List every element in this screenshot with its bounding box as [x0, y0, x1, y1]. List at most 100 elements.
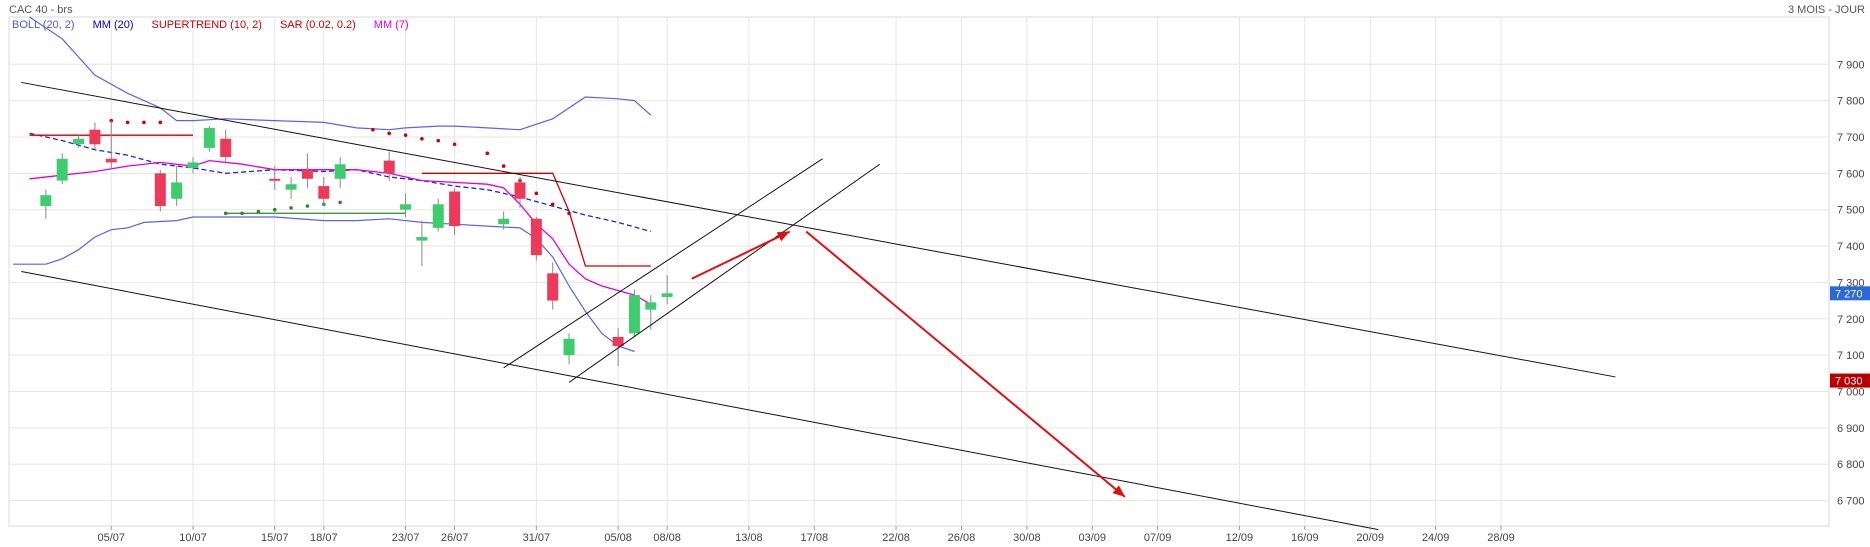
candles: [40, 120, 673, 367]
sar-dot: [256, 209, 261, 214]
x-tick-label: 26/08: [948, 532, 976, 544]
annotation-arrows: [691, 230, 1126, 498]
sar-dot: [550, 202, 555, 207]
x-tick-label: 12/09: [1226, 532, 1254, 544]
x-tick-label: 24/09: [1422, 532, 1450, 544]
trendline: [568, 163, 880, 383]
y-tick-label: 6 900: [1837, 423, 1865, 435]
period-label[interactable]: 3 MOIS - JOUR: [1788, 4, 1865, 16]
y-tick-label: 6 700: [1837, 496, 1865, 508]
x-tick-label: 28/09: [1487, 532, 1515, 544]
chart-title: CAC 40 - brs: [9, 4, 73, 16]
legend-entry: SAR (0.02, 0.2): [280, 19, 356, 31]
x-tick-label: 16/09: [1291, 532, 1319, 544]
legend-entry: MM (20): [93, 19, 134, 31]
candle-body: [432, 204, 444, 228]
sar-dot: [223, 211, 228, 216]
x-tick-label: 30/08: [1013, 532, 1041, 544]
candle-body: [514, 182, 526, 199]
x-tick-label: 07/09: [1144, 532, 1172, 544]
x-tick-label: 20/09: [1356, 532, 1384, 544]
sar-dot: [403, 133, 408, 137]
x-tick-label: 31/07: [523, 532, 551, 544]
x-tick-label: 15/07: [261, 532, 289, 544]
y-tick-label: 7 100: [1837, 350, 1865, 362]
arrow-head: [776, 231, 790, 242]
sar-dot: [289, 206, 293, 210]
candle-body: [105, 158, 117, 163]
candle-body: [449, 191, 461, 227]
trendline: [503, 158, 823, 369]
legend: BOLL (20, 2) MM (20) SUPERTREND (10, 2) SAR…: [12, 19, 409, 31]
sar-dot: [534, 191, 539, 196]
price-badge-label: 7 030: [1835, 376, 1863, 388]
sar-dot: [485, 151, 490, 156]
sar-dot: [305, 204, 310, 208]
price-badge: [1830, 286, 1870, 301]
arrow-shaft: [691, 230, 791, 280]
sar-dot: [338, 200, 342, 205]
x-tick-label: 05/07: [97, 532, 125, 544]
x-tick-label: 26/07: [441, 532, 469, 544]
candle-body: [628, 295, 640, 334]
candle-body: [203, 127, 215, 148]
x-tick-label: 08/08: [653, 532, 681, 544]
sar-dot: [567, 211, 571, 216]
candle-body: [187, 162, 199, 168]
candle-body: [661, 293, 673, 297]
candle-body: [334, 164, 346, 179]
x-tick-label: 22/08: [882, 532, 910, 544]
x-tick-label: 03/09: [1078, 532, 1106, 544]
mm7-line: [29, 159, 652, 305]
legend-entry: MM (7): [374, 19, 409, 31]
candle-body: [220, 138, 232, 157]
x-tick-label: 23/07: [392, 532, 420, 544]
y-tick-label: 7 700: [1837, 132, 1865, 144]
candle-body: [154, 173, 166, 207]
y-tick-label: 7 400: [1837, 241, 1865, 253]
legend-entry: BOLL (20, 2): [12, 19, 75, 31]
sar-dot: [158, 120, 163, 125]
sar-dot: [387, 131, 392, 136]
candle-body: [318, 186, 330, 199]
x-tick-label: 10/07: [179, 532, 207, 544]
trendline: [21, 271, 1379, 531]
candle-body: [547, 273, 559, 301]
candle-body: [645, 302, 657, 310]
y-tick-label: 7 600: [1837, 168, 1865, 180]
sar-dot: [125, 120, 130, 125]
arrow-head: [1112, 485, 1125, 497]
y-tick-label: 7 000: [1837, 386, 1865, 398]
x-tick-label: 17/08: [801, 532, 829, 544]
bollinger-upper-band: [29, 16, 652, 131]
sar-dot: [420, 136, 424, 141]
trendline: [21, 81, 1616, 378]
legend-entry: SUPERTREND (10, 2): [152, 19, 262, 31]
price-badge: [1830, 373, 1870, 388]
candle-body: [416, 236, 428, 241]
y-tick-label: 6 800: [1837, 459, 1865, 471]
candle-body: [530, 218, 542, 256]
sar-dot: [240, 211, 244, 216]
sar-dot: [452, 142, 457, 147]
candle-body: [73, 138, 85, 145]
candle-body: [498, 218, 510, 225]
price-badge-label: 7 270: [1835, 288, 1863, 300]
sar-dot: [272, 207, 277, 212]
y-tick-label: 7 500: [1837, 205, 1865, 217]
candle-body: [383, 160, 395, 174]
grid: [9, 17, 1829, 526]
x-tick-label: 18/07: [310, 532, 338, 544]
candle-body: [56, 158, 68, 181]
bollinger-lower-band: [13, 216, 635, 353]
y-tick-label: 7 800: [1837, 96, 1865, 108]
candle-body: [563, 338, 575, 356]
y-tick-label: 7 200: [1837, 314, 1865, 326]
candle-body: [400, 204, 412, 210]
plot-area: [8, 16, 1830, 527]
candle-body: [269, 178, 281, 181]
candle-body: [89, 129, 101, 145]
